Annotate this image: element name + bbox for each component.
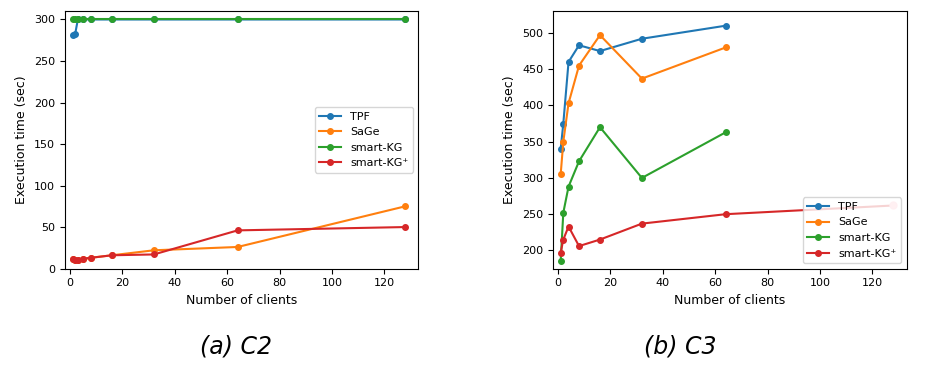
SaGe (574, 63, 585, 68)
TPF (72, 17, 83, 22)
Line: smart-KG⁺: smart-KG⁺ (69, 224, 408, 263)
X-axis label: Number of clients: Number of clients (186, 294, 297, 307)
smart-KG⁺ (148, 252, 159, 257)
smart-KG⁺ (721, 212, 732, 216)
Line: smart-KG: smart-KG (69, 17, 408, 22)
X-axis label: Number of clients: Number of clients (674, 294, 785, 307)
smart-KG (72, 17, 83, 22)
TPF (85, 17, 96, 22)
SaGe (67, 256, 78, 261)
TPF (400, 17, 411, 22)
Line: SaGe: SaGe (69, 204, 408, 263)
TPF (67, 33, 78, 38)
Legend: TPF, SaGe, smart-KG, smart-KG⁺: TPF, SaGe, smart-KG, smart-KG⁺ (314, 107, 413, 173)
TPF (78, 17, 89, 22)
Line: TPF: TPF (558, 23, 729, 152)
SaGe (78, 257, 89, 262)
smart-KG⁺ (563, 224, 574, 229)
TPF (555, 147, 566, 151)
smart-KG (636, 176, 648, 180)
SaGe (148, 248, 159, 253)
smart-KG (595, 125, 606, 129)
smart-KG⁺ (72, 258, 83, 263)
SaGe (72, 258, 83, 263)
SaGe (106, 253, 117, 257)
TPF (69, 31, 80, 36)
smart-KG⁺ (232, 228, 243, 233)
TPF (232, 17, 243, 22)
smart-KG⁺ (888, 203, 899, 208)
SaGe (555, 172, 566, 176)
smart-KG (85, 17, 96, 22)
SaGe (232, 245, 243, 249)
smart-KG (78, 17, 89, 22)
smart-KG (558, 210, 569, 215)
TPF (574, 43, 585, 47)
SaGe (69, 258, 80, 263)
smart-KG (555, 259, 566, 264)
smart-KG (400, 17, 411, 22)
smart-KG (69, 17, 80, 22)
Line: smart-KG⁺: smart-KG⁺ (558, 203, 896, 256)
SaGe (400, 204, 411, 209)
smart-KG⁺ (67, 257, 78, 262)
smart-KG⁺ (106, 253, 117, 257)
SaGe (721, 45, 732, 50)
smart-KG⁺ (558, 237, 569, 242)
smart-KG (148, 17, 159, 22)
TPF (148, 17, 159, 22)
SaGe (595, 33, 606, 37)
Line: smart-KG: smart-KG (558, 125, 729, 264)
SaGe (636, 76, 648, 81)
Text: (b) C3: (b) C3 (644, 335, 716, 359)
smart-KG⁺ (85, 256, 96, 260)
smart-KG⁺ (69, 258, 80, 263)
smart-KG (721, 130, 732, 135)
TPF (595, 49, 606, 53)
smart-KG (106, 17, 117, 22)
Y-axis label: Execution time (sec): Execution time (sec) (503, 76, 516, 204)
TPF (106, 17, 117, 22)
TPF (558, 121, 569, 126)
Line: SaGe: SaGe (558, 32, 729, 177)
smart-KG⁺ (574, 244, 585, 248)
Legend: TPF, SaGe, smart-KG, smart-KG⁺: TPF, SaGe, smart-KG, smart-KG⁺ (803, 197, 901, 263)
smart-KG (574, 159, 585, 163)
Text: (a) C2: (a) C2 (200, 335, 272, 359)
SaGe (558, 140, 569, 144)
smart-KG⁺ (400, 225, 411, 229)
smart-KG (563, 184, 574, 189)
smart-KG⁺ (555, 250, 566, 255)
TPF (563, 60, 574, 64)
smart-KG⁺ (636, 221, 648, 226)
SaGe (563, 101, 574, 106)
Line: TPF: TPF (69, 17, 408, 38)
Y-axis label: Execution time (sec): Execution time (sec) (16, 76, 29, 204)
smart-KG⁺ (595, 237, 606, 242)
TPF (636, 37, 648, 41)
smart-KG (232, 17, 243, 22)
SaGe (85, 256, 96, 260)
smart-KG (67, 17, 78, 22)
smart-KG⁺ (78, 256, 89, 261)
TPF (721, 23, 732, 28)
